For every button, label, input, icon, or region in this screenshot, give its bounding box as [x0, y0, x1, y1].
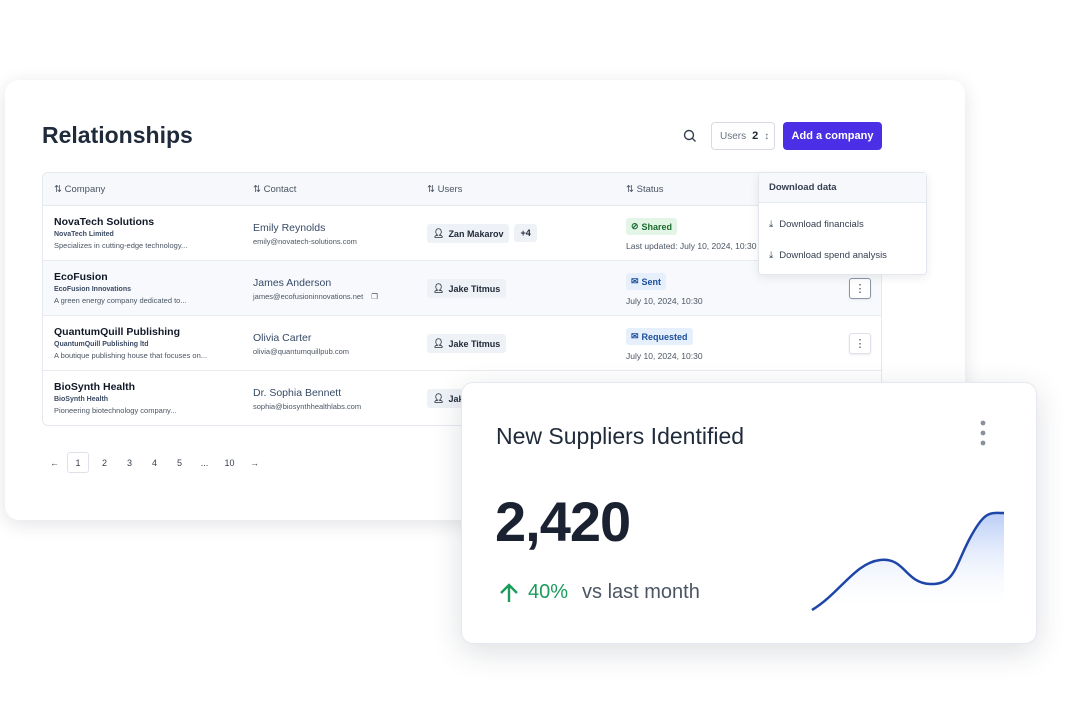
- table-row[interactable]: QuantumQuill Publishing QuantumQuill Publ…: [43, 316, 881, 371]
- user-icon: 👤︎: [433, 338, 445, 348]
- add-company-button[interactable]: Add a company: [783, 122, 882, 150]
- users-filter-label: Users: [720, 130, 747, 142]
- user-chip[interactable]: 👤︎Jake Titmus: [427, 279, 507, 298]
- dropdown-title: Download data: [759, 173, 926, 203]
- sort-arrows-icon: ↕: [764, 130, 770, 142]
- status-badge: ⊘ Shared: [626, 218, 678, 235]
- company-legal-name: NovaTech Limited: [54, 231, 114, 238]
- status-date: July 10, 2024, 10:30: [626, 351, 703, 361]
- contact-name: Olivia Carter: [253, 332, 312, 344]
- download-icon: ⤓: [769, 219, 774, 230]
- page-2[interactable]: 2: [101, 457, 107, 468]
- sparkline-area: [812, 512, 1004, 613]
- user-icon: 👤︎: [433, 228, 445, 238]
- check-circle-icon: ⊘: [631, 221, 639, 231]
- mail-icon: ✉: [631, 276, 639, 286]
- page-3[interactable]: 3: [126, 457, 132, 468]
- company-name: QuantumQuill Publishing: [54, 326, 180, 338]
- next-page-button[interactable]: →: [250, 457, 259, 468]
- new-suppliers-widget: New Suppliers Identified 2,420 40% vs la…: [461, 382, 1037, 644]
- widget-value: 2,420: [495, 490, 631, 553]
- company-description: A green energy company dedicated to...: [54, 296, 187, 305]
- header-company[interactable]: ⇅ Company: [54, 183, 106, 195]
- users-filter-select[interactable]: Users 2 ↕: [711, 122, 775, 150]
- status-date: Last updated: July 10, 2024, 10:30: [626, 241, 757, 251]
- pagination: ← 1 2 3 4 5 ... 10 →: [42, 452, 267, 473]
- more-options-icon[interactable]: [978, 419, 988, 447]
- company-description: Pioneering biotechnology company...: [54, 406, 177, 415]
- user-icon: 👤︎: [433, 393, 445, 403]
- company-name: EcoFusion: [54, 271, 108, 283]
- page-ellipsis: ...: [200, 457, 209, 468]
- row-actions-button[interactable]: ⋮: [849, 333, 871, 354]
- change-percent: 40%: [528, 581, 569, 603]
- download-spend-analysis-item[interactable]: ⤓ Download spend analysis: [769, 250, 887, 261]
- status-badge: ✉ Sent: [626, 273, 667, 290]
- header-users[interactable]: ⇅ Users: [427, 183, 463, 195]
- page-1[interactable]: 1: [67, 452, 89, 473]
- header-contact[interactable]: ⇅ Contact: [253, 183, 297, 195]
- widget-title: New Suppliers Identified: [496, 423, 745, 449]
- user-chip[interactable]: 👤︎ Zan Makarov: [427, 224, 510, 243]
- company-description: A boutique publishing house that focuses…: [54, 351, 208, 360]
- page-5[interactable]: 5: [176, 457, 182, 468]
- company-description: Specializes in cutting-edge technology..…: [54, 241, 188, 250]
- arrow-up-icon: [500, 582, 518, 602]
- table-header: ⇅ Company ⇅ Contact ⇅ Users ⇅ Status: [43, 173, 881, 206]
- table-row[interactable]: EcoFusion EcoFusion Innovations A green en…: [43, 261, 881, 316]
- user-icon: 👤︎: [433, 283, 445, 293]
- prev-page-button[interactable]: ←: [50, 457, 59, 468]
- company-legal-name: QuantumQuill Publishing ltd: [54, 341, 149, 348]
- more-users-chip[interactable]: +4: [514, 224, 537, 242]
- contact-name: James Anderson: [253, 277, 332, 289]
- page-4[interactable]: 4: [151, 457, 157, 468]
- user-chip[interactable]: 👤︎Jake Titmus: [427, 334, 507, 353]
- page-title: Relationships: [42, 122, 193, 148]
- sparkline-line: [811, 511, 1005, 612]
- company-legal-name: BioSynth Health: [54, 396, 109, 403]
- status-badge: ✉ Requested: [626, 328, 693, 345]
- contact-email: james@ecofusioninnovations.net: [253, 292, 364, 301]
- company-legal-name: EcoFusion Innovations: [54, 286, 132, 293]
- page-10[interactable]: 10: [224, 457, 235, 468]
- company-name: BioSynth Health: [54, 381, 136, 393]
- users-filter-count: 2: [752, 130, 759, 142]
- company-name: NovaTech Solutions: [54, 216, 155, 228]
- download-financials-item[interactable]: ⤓ Download financials: [769, 219, 864, 230]
- row-actions-button[interactable]: ⋮: [849, 278, 871, 299]
- copy-icon[interactable]: ❐: [371, 292, 379, 301]
- contact-name: Dr. Sophia Bennett: [253, 387, 342, 399]
- table-row[interactable]: NovaTech Solutions NovaTech Limited Specia…: [43, 206, 881, 261]
- status-date: July 10, 2024, 10:30: [626, 296, 703, 306]
- sparkline-chart: [811, 511, 1005, 613]
- widget-change: 40% vs last month: [498, 581, 700, 604]
- change-comparison: vs last month: [582, 581, 700, 603]
- search-icon[interactable]: [682, 128, 698, 144]
- mail-icon: ✉: [631, 331, 639, 341]
- download-dropdown: Download data ⤓ Download financials ⤓ Down…: [758, 172, 927, 275]
- contact-email: sophia@biosynthhealthlabs.com: [253, 402, 362, 411]
- contact-email: emily@novatech-solutions.com: [253, 237, 357, 246]
- header-status[interactable]: ⇅ Status: [626, 183, 664, 195]
- download-icon: ⤓: [769, 250, 774, 261]
- contact-name: Emily Reynolds: [253, 222, 326, 234]
- contact-email: olivia@quantumquillpub.com: [253, 347, 349, 356]
